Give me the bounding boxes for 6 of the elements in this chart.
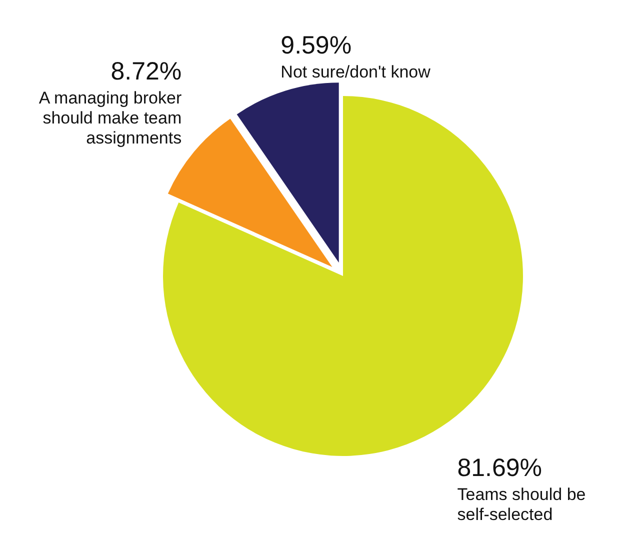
data-label: 81.69% xyxy=(457,454,542,482)
data-label: 8.72% xyxy=(110,58,182,86)
slice-label: Not sure/don't know xyxy=(280,62,432,82)
slice-label: A managing broker should make team assignments xyxy=(38,88,182,148)
slice-label: Teams should be self-selected xyxy=(457,485,586,524)
data-label: 9.59% xyxy=(280,31,352,60)
